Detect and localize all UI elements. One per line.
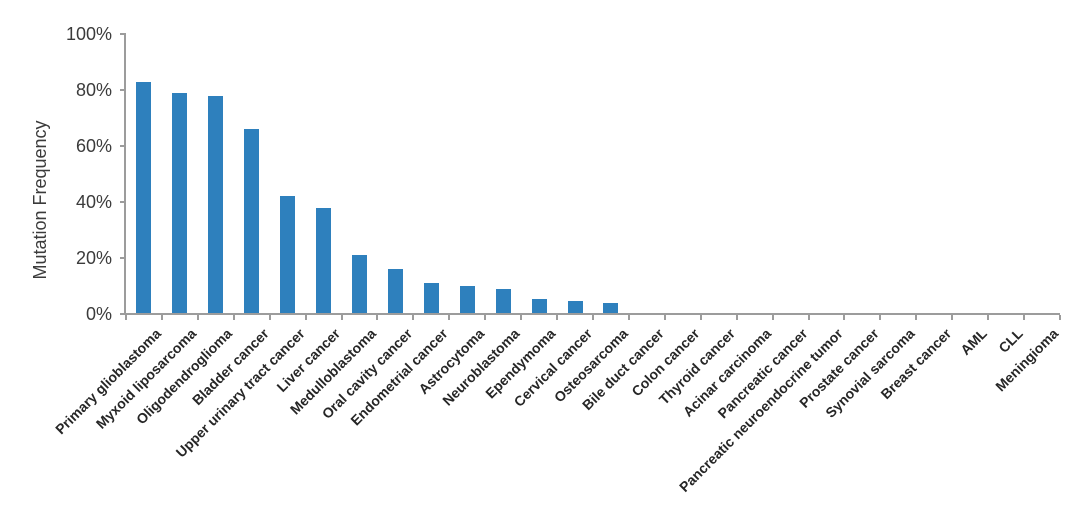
x-axis-line <box>124 313 1060 315</box>
x-tick <box>412 315 415 320</box>
x-tick <box>807 315 810 320</box>
y-tick <box>120 89 126 91</box>
bar-liver-cancer <box>316 207 332 314</box>
bar-medulloblastoma <box>352 255 367 314</box>
x-tick <box>915 315 918 320</box>
x-tick <box>699 315 702 320</box>
y-tick-label: 100% <box>65 24 112 44</box>
x-category-label-aml: AML <box>957 325 990 359</box>
y-tick <box>120 313 126 315</box>
bar-endometrial-cancer <box>423 283 439 314</box>
bar-cervical-cancer <box>567 301 583 314</box>
y-tick-label: 0% <box>85 304 112 324</box>
bar-bladder-cancer <box>244 129 260 314</box>
y-axis-line <box>124 34 126 315</box>
x-tick <box>1023 315 1026 320</box>
x-tick <box>376 315 379 320</box>
x-tick <box>340 315 343 320</box>
y-tick-label: 60% <box>75 136 112 156</box>
x-tick <box>771 315 774 320</box>
x-tick <box>448 315 451 320</box>
x-tick <box>592 315 594 320</box>
x-tick <box>987 315 990 320</box>
bar-osteosarcoma <box>603 302 619 314</box>
x-tick <box>879 315 882 320</box>
x-tick <box>627 315 630 320</box>
x-tick <box>735 315 738 320</box>
bar-upper-urinary-tract-cancer <box>280 196 296 314</box>
y-tick <box>120 257 126 259</box>
x-tick <box>196 315 199 320</box>
x-tick <box>268 315 271 320</box>
x-tick <box>951 315 954 320</box>
y-tick <box>120 145 126 147</box>
y-tick <box>120 33 126 35</box>
x-tick <box>160 315 163 320</box>
x-tick <box>520 315 523 320</box>
x-tick <box>663 315 666 320</box>
x-tick <box>556 315 559 320</box>
x-tick <box>1059 315 1061 320</box>
x-tick <box>125 315 127 320</box>
bar-myxoid-liposarcoma <box>172 92 188 314</box>
bar-astrocytoma <box>459 286 475 314</box>
bar-oral-cavity-cancer <box>387 269 403 314</box>
x-tick <box>843 315 846 320</box>
bar-primary-glioblastoma <box>136 81 152 314</box>
y-tick-label: 20% <box>75 248 112 268</box>
x-tick <box>232 315 235 320</box>
y-tick-label: 40% <box>75 192 112 212</box>
x-category-label-cll: CLL <box>995 325 1026 356</box>
bar-oligodendroglioma <box>208 95 224 314</box>
y-tick-label: 80% <box>75 80 112 100</box>
bar-neuroblastoma <box>495 288 511 314</box>
x-tick <box>484 315 487 320</box>
y-tick <box>120 201 126 203</box>
bar-ependymoma <box>531 298 547 314</box>
x-tick <box>304 315 307 320</box>
